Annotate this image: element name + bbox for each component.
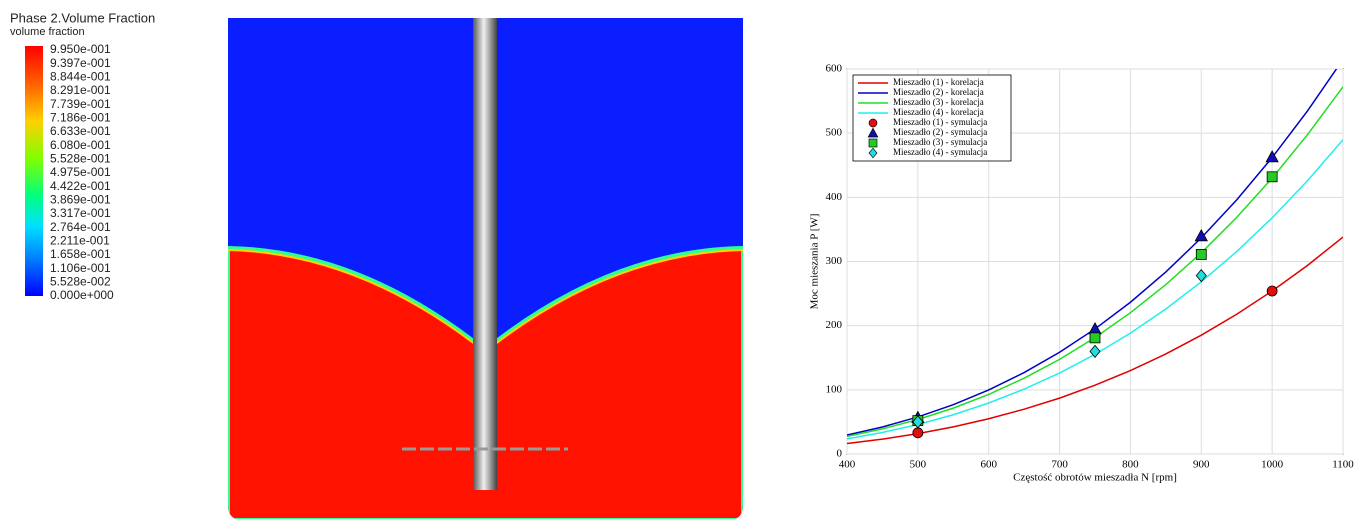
y-tick-label: 200 xyxy=(826,319,843,331)
legend-label: Mieszadło (4) - symulacja xyxy=(893,147,987,157)
legend-label: Mieszadło (2) - symulacja xyxy=(893,127,987,137)
legend-label: Mieszadło (1) - korelacja xyxy=(893,77,984,87)
legend-label: Mieszadło (4) - korelacja xyxy=(893,107,984,117)
contour-image xyxy=(228,18,743,519)
colorbar-label: 9.950e-001 xyxy=(50,42,111,56)
x-tick-label: 700 xyxy=(1051,459,1068,471)
y-tick-label: 400 xyxy=(826,191,843,203)
legend-swatch xyxy=(869,119,877,127)
figure: Phase 2.Volume Fraction volume fraction … xyxy=(0,0,1370,519)
marker xyxy=(913,428,923,438)
x-axis-label: Częstość obrotów mieszadła N [rpm] xyxy=(1013,472,1177,484)
colorbar-label: 0.000e+000 xyxy=(50,288,114,302)
colorbar-label: 2.211e-001 xyxy=(50,234,110,248)
colorbar-label: 8.291e-001 xyxy=(50,83,111,97)
colorbar-label: 3.317e-001 xyxy=(50,206,111,220)
colorbar-label: 4.422e-001 xyxy=(50,179,111,193)
colorbar xyxy=(25,46,43,296)
x-tick-label: 900 xyxy=(1193,459,1210,471)
legend-swatch xyxy=(869,139,877,147)
legend-subtitle: volume fraction xyxy=(10,26,85,38)
marker xyxy=(1196,249,1206,259)
y-axis-label: Moc mieszania P [W] xyxy=(809,214,821,310)
colorbar-labels: 9.950e-0019.397e-0018.844e-0018.291e-001… xyxy=(50,42,114,302)
colorbar-label: 9.397e-001 xyxy=(50,56,111,70)
colorbar-label: 7.739e-001 xyxy=(50,97,111,111)
colorbar-label: 5.528e-001 xyxy=(50,152,111,166)
marker xyxy=(1090,333,1100,343)
x-tick-label: 1000 xyxy=(1261,459,1284,471)
colorbar-label: 8.844e-001 xyxy=(50,70,111,84)
x-tick-label: 1100 xyxy=(1332,459,1354,471)
colorbar-label: 6.080e-001 xyxy=(50,138,111,152)
marker xyxy=(1267,172,1277,182)
colorbar-label: 3.869e-001 xyxy=(50,193,111,207)
colorbar-label: 7.186e-001 xyxy=(50,111,111,125)
colorbar-label: 1.106e-001 xyxy=(50,261,111,275)
y-tick-label: 500 xyxy=(826,127,843,139)
colorbar-label: 1.658e-001 xyxy=(50,247,111,261)
x-tick-label: 800 xyxy=(1122,459,1139,471)
legend-title: Phase 2.Volume Fraction xyxy=(10,10,155,25)
colorbar-label: 5.528e-002 xyxy=(50,275,111,289)
x-tick-label: 400 xyxy=(839,459,856,471)
colorbar-label: 6.633e-001 xyxy=(50,124,111,138)
y-tick-label: 100 xyxy=(826,383,843,395)
y-tick-label: 0 xyxy=(837,448,843,460)
marker xyxy=(1267,286,1277,296)
legend-label: Mieszadło (3) - korelacja xyxy=(893,97,984,107)
legend-label: Mieszadło (3) - symulacja xyxy=(893,137,987,147)
y-tick-label: 300 xyxy=(826,255,843,267)
y-tick-label: 600 xyxy=(826,63,843,75)
x-tick-label: 500 xyxy=(910,459,927,471)
legend-label: Mieszadło (2) - korelacja xyxy=(893,87,984,97)
x-tick-label: 600 xyxy=(980,459,997,471)
colorbar-label: 4.975e-001 xyxy=(50,165,111,179)
legend-label: Mieszadło (1) - symulacja xyxy=(893,117,987,127)
colorbar-label: 2.764e-001 xyxy=(50,220,111,234)
